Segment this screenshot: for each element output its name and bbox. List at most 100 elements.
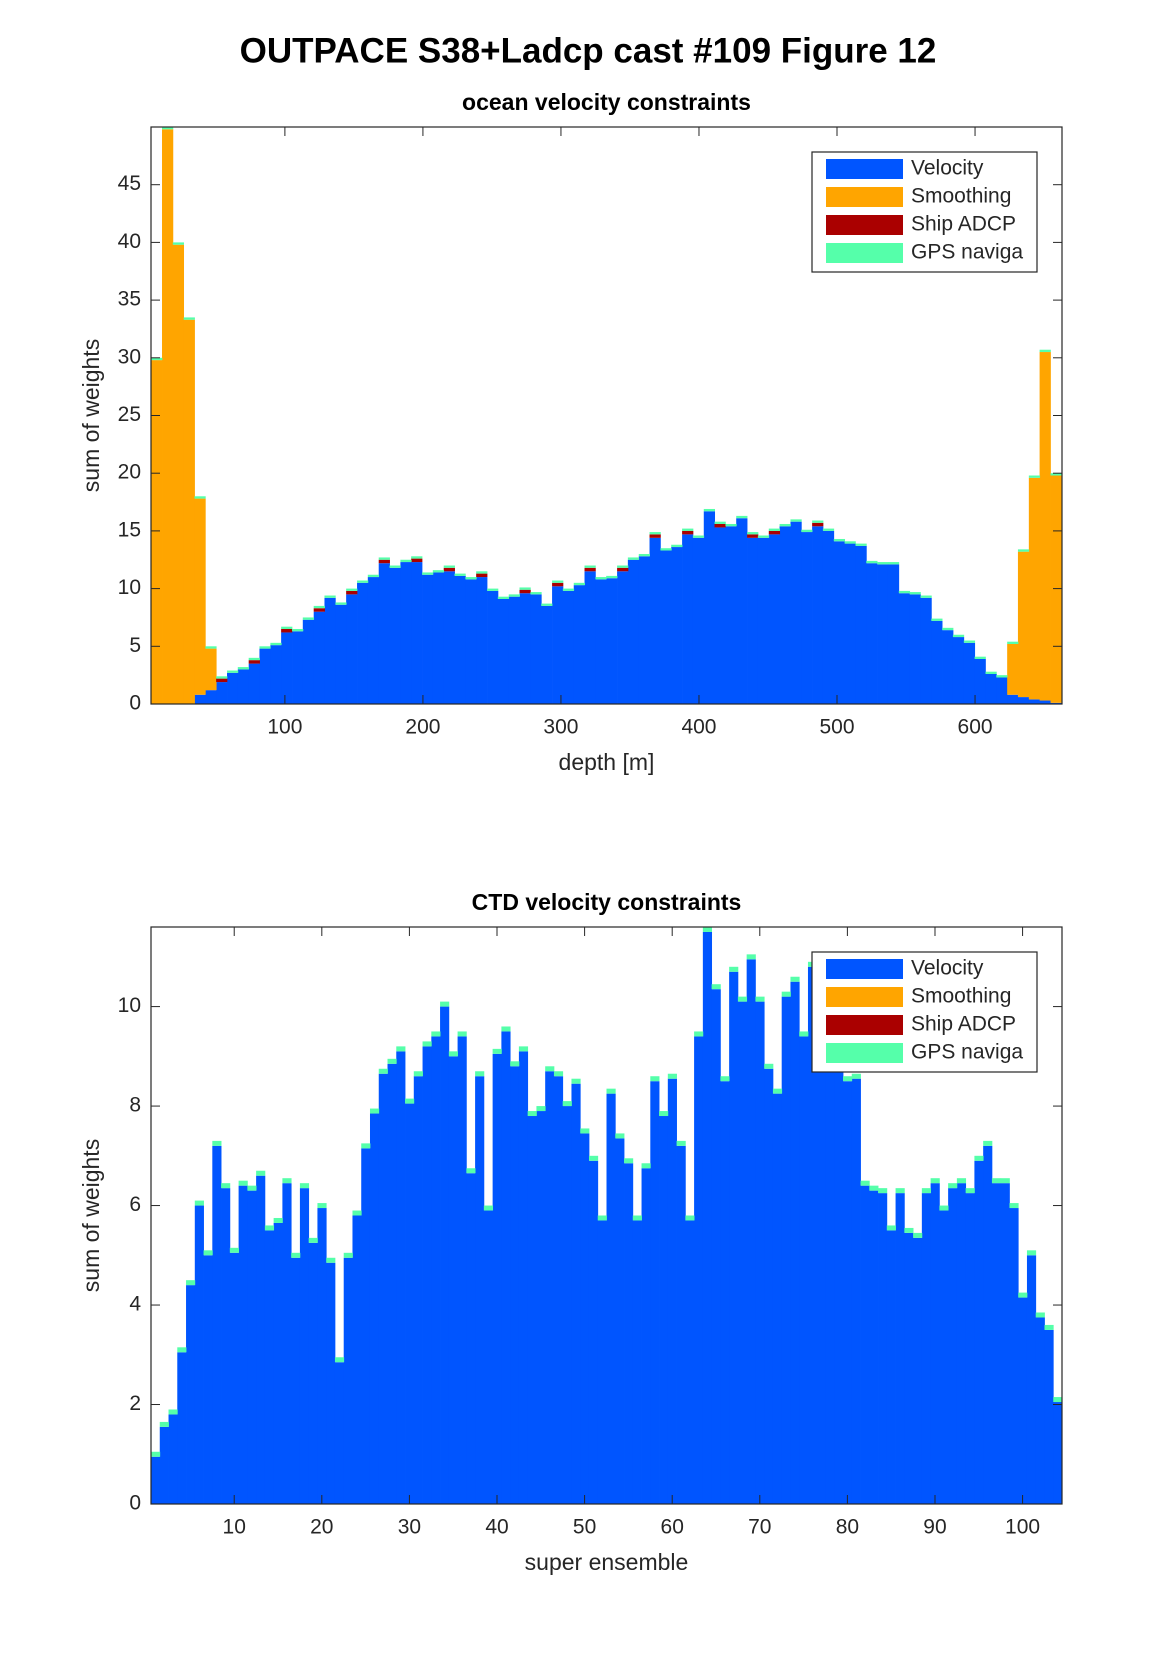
axes: 10 20 30 40 50 60 70 80 90 100 0 2 4 6 8 10 CTD velocity…: [78, 889, 1063, 1575]
bar-segment: [216, 682, 228, 704]
bar-segment: [518, 1051, 529, 1504]
bar-segment: [518, 1046, 529, 1052]
bar-segment: [264, 1225, 275, 1231]
bar-segment: [205, 690, 217, 704]
bar-segment: [983, 1140, 993, 1146]
bar-segment: [737, 1001, 748, 1504]
bar-segment: [877, 562, 889, 565]
bar-segment: [886, 1225, 896, 1231]
bar-segment: [448, 1056, 458, 1504]
bar-segment: [530, 594, 542, 704]
bar-segment: [720, 1081, 730, 1504]
y-tick-label: 40: [118, 230, 141, 253]
bar-segment: [833, 538, 846, 542]
bar-segment: [273, 1222, 283, 1504]
bar-segment: [921, 1193, 932, 1504]
bar-segment: [259, 648, 271, 704]
bar-segment: [685, 1215, 695, 1221]
bar-segment: [676, 1140, 686, 1146]
bar-segment: [812, 520, 824, 523]
bar-segment: [965, 1193, 975, 1504]
bar-segment: [584, 565, 596, 568]
bar-segment: [920, 595, 932, 598]
bar-segment: [834, 1046, 844, 1504]
bar-segment: [764, 1063, 774, 1069]
bar-segment: [475, 1071, 485, 1077]
bar-segment: [965, 1188, 975, 1194]
bar-segment: [273, 1217, 283, 1223]
bar-segment: [313, 611, 325, 704]
bar-segment: [387, 1058, 397, 1064]
bar-segment: [895, 1188, 905, 1194]
bar-segment: [1026, 1250, 1037, 1256]
bar-segment: [227, 670, 239, 673]
bar-segment: [942, 630, 954, 704]
x-axis-label: super ensemble: [525, 1549, 689, 1575]
bar-segment: [1035, 1317, 1045, 1504]
bar-segment: [913, 1232, 923, 1238]
bar-segment: [985, 671, 997, 674]
bar-segment: [519, 589, 531, 594]
x-tick-label: 10: [223, 1516, 246, 1539]
bar-segment: [790, 519, 802, 522]
bar-segment: [378, 559, 390, 564]
bar-segment: [369, 1108, 380, 1114]
bar-segment: [508, 594, 520, 597]
bar-segment: [369, 1113, 380, 1504]
x-tick-label: 60: [661, 1516, 684, 1539]
bar-segment: [747, 537, 759, 704]
bar-segment: [956, 1183, 967, 1504]
bar-segment: [422, 1046, 432, 1504]
x-tick-label: 50: [573, 1516, 596, 1539]
axes: 100 200 300 400 500 600 0 5 10 15 20 25 30 35 40 45 ocea…: [78, 89, 1063, 775]
bar-segment: [343, 1252, 353, 1258]
bar-segment: [913, 1237, 923, 1504]
y-tick-label: 5: [129, 634, 141, 657]
bar-segment: [887, 562, 900, 565]
bar-segment: [1039, 349, 1051, 353]
bar-segment: [1017, 549, 1030, 552]
bar-segment: [536, 1106, 546, 1112]
bar-segment: [334, 1357, 345, 1363]
bar-segment: [466, 1173, 476, 1504]
bar-segment: [921, 1188, 932, 1194]
bar-segment: [855, 543, 867, 546]
legend-swatch: [826, 187, 903, 207]
bar-segment: [904, 1232, 914, 1504]
bar-segment: [308, 1237, 318, 1243]
bar-segment: [324, 597, 336, 704]
bar-segment: [454, 575, 466, 704]
bar-segment: [878, 1188, 888, 1194]
y-tick-label: 8: [129, 1094, 141, 1117]
bar-segment: [887, 564, 900, 704]
bar-segment: [584, 571, 596, 704]
y-tick-label: 15: [118, 518, 141, 541]
bar-segment: [659, 1111, 669, 1117]
bar-segment: [801, 529, 813, 533]
bar-segment: [346, 588, 358, 591]
bar-segment: [466, 1168, 476, 1174]
bar-segment: [703, 511, 716, 704]
bar-segment: [606, 1093, 616, 1504]
bar-segment: [389, 567, 401, 704]
bar-segment: [641, 1163, 651, 1169]
bar-segment: [649, 534, 661, 538]
bar-segment: [703, 508, 716, 512]
bar-segment: [580, 1133, 590, 1504]
bar-segment: [367, 577, 380, 704]
legend-swatch: [826, 959, 903, 979]
bar-segment: [571, 1078, 581, 1084]
legend-label: GPS naviga: [911, 1041, 1023, 1064]
bar-segment: [694, 1031, 704, 1037]
bar-segment: [860, 1185, 870, 1504]
bar-segment: [952, 634, 965, 638]
bar-segment: [736, 518, 748, 704]
bar-segment: [431, 1036, 441, 1504]
bar-segment: [895, 1193, 905, 1504]
bar-segment: [584, 567, 596, 572]
x-tick-label: 400: [681, 716, 716, 739]
bar-segment: [270, 645, 282, 704]
legend-label: Ship ADCP: [911, 1013, 1016, 1036]
bar-segment: [779, 526, 791, 704]
bar-segment: [367, 574, 380, 578]
